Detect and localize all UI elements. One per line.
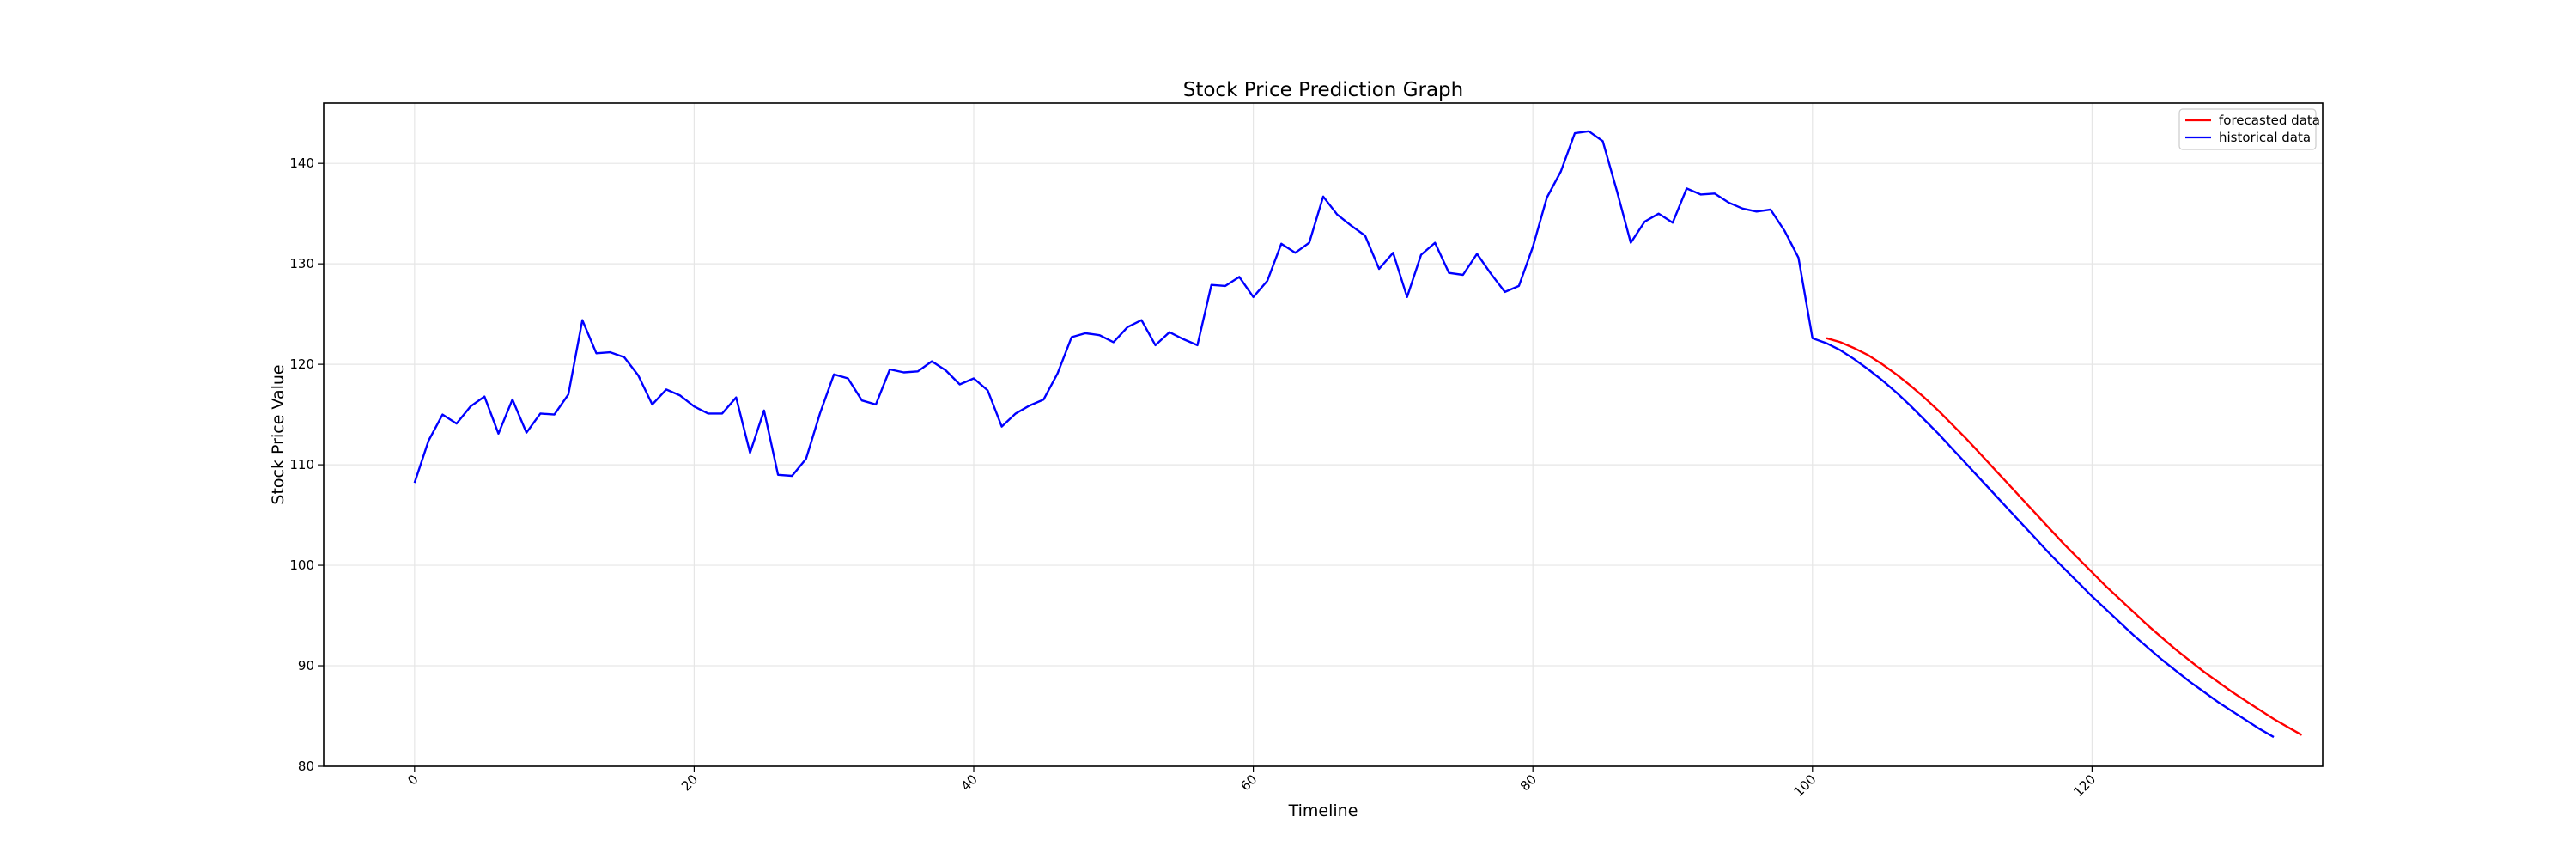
x-axis-title: Timeline xyxy=(1288,801,1358,820)
x-tick-label: 40 xyxy=(958,771,981,794)
axis-ticks: 0 20 40 60 80 100 120 80 90 100 110 120 130 140 xyxy=(289,155,2099,800)
y-tick-label: 100 xyxy=(289,557,314,573)
x-tick-label: 20 xyxy=(678,771,701,794)
series-line-forecasted-data xyxy=(1826,337,2303,736)
y-tick-label: 130 xyxy=(289,256,314,271)
legend-box xyxy=(2178,108,2317,150)
y-tick-label: 110 xyxy=(289,457,314,472)
x-tick-label: 100 xyxy=(1791,771,1820,800)
y-tick-label: 80 xyxy=(298,758,314,774)
x-tick-label: 80 xyxy=(1517,771,1540,794)
x-tick-label: 60 xyxy=(1237,771,1260,794)
legend-label-forecasted: forecasted data xyxy=(2219,113,2320,128)
legend: forecasted data historical data xyxy=(2178,108,2320,150)
y-tick-label: 120 xyxy=(289,356,314,372)
grid-lines xyxy=(324,103,2323,767)
legend-label-historical: historical data xyxy=(2219,130,2311,145)
y-tick-label: 140 xyxy=(289,155,314,171)
series-lines xyxy=(413,130,2303,739)
x-tick-label: 0 xyxy=(404,771,421,788)
chart-title: Stock Price Prediction Graph xyxy=(1183,79,1464,101)
plot-frame xyxy=(323,102,2324,767)
y-tick-label: 90 xyxy=(298,658,314,673)
x-tick-label: 120 xyxy=(2070,771,2099,800)
series-line-historical-data xyxy=(413,130,2275,739)
y-axis-title: Stock Price Value xyxy=(269,364,288,504)
